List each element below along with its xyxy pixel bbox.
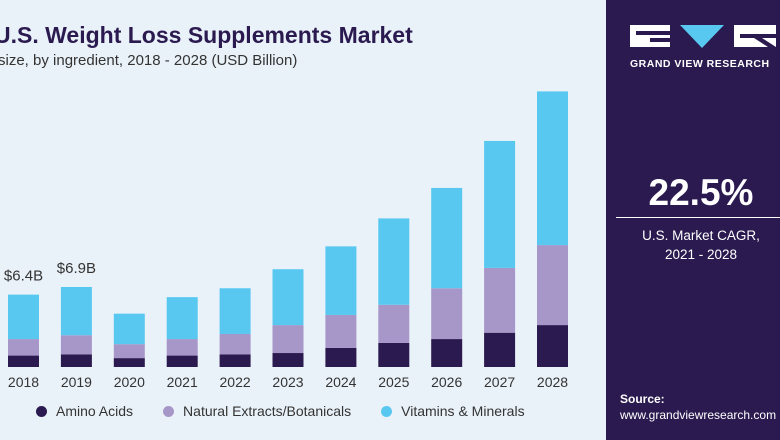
bar-2028-vitamins-minerals	[537, 91, 568, 246]
bar-2027-amino-acids	[484, 332, 516, 367]
legend-swatch	[381, 405, 393, 417]
legend-item-amino-acids: Amino Acids	[36, 403, 133, 419]
bar-2018-amino-acids	[8, 355, 39, 367]
legend-swatch	[36, 405, 47, 417]
cagr-divider	[616, 217, 780, 218]
legend-swatch	[163, 405, 175, 417]
bar-2025-amino-acids	[378, 342, 410, 367]
bar-2024-natural-extracts-botanicals	[325, 314, 357, 348]
x-tick-label-2020: 2020	[114, 374, 145, 390]
x-tick-label-2026: 2026	[431, 374, 462, 390]
x-tick-label-2024: 2024	[325, 374, 356, 390]
x-tick-label-2028: 2028	[537, 374, 568, 390]
chart-title: U.S. Weight Loss Supplements Market	[0, 22, 413, 48]
bar-2025-vitamins-minerals	[378, 218, 410, 305]
bar-2022-vitamins-minerals	[219, 288, 251, 334]
bar-2021-vitamins-minerals	[166, 297, 198, 340]
x-tick-label-2023: 2023	[272, 374, 303, 390]
legend-item-vitamins-minerals: Vitamins & Minerals	[381, 403, 525, 419]
bar-2026-natural-extracts-botanicals	[431, 288, 463, 340]
brand-name: GRAND VIEW RESEARCH	[630, 58, 770, 70]
bar-2026-vitamins-minerals	[431, 187, 463, 289]
bar-2022-amino-acids	[219, 354, 251, 367]
cagr-label-line1: U.S. Market CAGR,	[642, 228, 760, 243]
bar-2023-vitamins-minerals	[272, 269, 304, 326]
bar-2024-amino-acids	[325, 347, 357, 367]
x-tick-label-2021: 2021	[167, 374, 198, 390]
bar-2027-natural-extracts-botanicals	[484, 267, 516, 333]
bar-2021-amino-acids	[166, 355, 198, 367]
bar-2019-vitamins-minerals	[60, 286, 92, 336]
bar-2023-amino-acids	[272, 353, 304, 367]
legend-label: Amino Acids	[56, 403, 134, 419]
legend-label: Vitamins & Minerals	[401, 403, 525, 419]
data-label-2019: $6.9B	[57, 260, 96, 277]
bar-2020-vitamins-minerals	[113, 313, 145, 345]
bar-2019-natural-extracts-botanicals	[60, 335, 92, 355]
bar-2025-natural-extracts-botanicals	[378, 304, 410, 343]
source-url[interactable]: www.grandviewresearch.com	[620, 408, 777, 422]
bar-2023-natural-extracts-botanicals	[272, 325, 304, 354]
side-panel: GRAND VIEW RESEARCH 22.5% U.S. Market CA…	[606, 0, 780, 440]
legend-item-natural-extracts-botanicals: Natural Extracts/Botanicals	[163, 403, 351, 419]
bar-2018-vitamins-minerals	[8, 294, 39, 340]
x-tick-label-2027: 2027	[484, 374, 515, 390]
chart-area: U.S. Weight Loss Supplements Market size…	[0, 0, 606, 440]
bar-2028-amino-acids	[537, 325, 568, 367]
chart-legend: Amino Acids Natural Extracts/Botanicals Vi…	[36, 403, 555, 419]
legend-label: Natural Extracts/Botanicals	[183, 403, 352, 419]
bar-2020-amino-acids	[113, 358, 145, 367]
bar-2024-vitamins-minerals	[325, 246, 357, 315]
grand-view-research-logo	[630, 25, 776, 48]
x-tick-label-2018: 2018	[8, 374, 39, 390]
chart-subtitle: size, by ingredient, 2018 - 2028 (USD Bi…	[0, 52, 298, 69]
bar-2028-natural-extracts-botanicals	[537, 245, 568, 326]
bar-chart: 2018 2019 2020 2021 2022 2023 2024 2025 2026 2027…	[4, 91, 568, 390]
bar-2027-vitamins-minerals	[484, 140, 516, 268]
x-tick-label-2019: 2019	[61, 374, 92, 390]
cagr-value: 22.5%	[648, 172, 754, 213]
source-label: Source:	[620, 392, 665, 406]
bar-2018-natural-extracts-botanicals	[8, 339, 39, 356]
bar-2021-natural-extracts-botanicals	[166, 339, 198, 356]
bar-2026-amino-acids	[431, 339, 463, 367]
x-tick-label-2025: 2025	[378, 374, 409, 390]
x-tick-label-2022: 2022	[220, 374, 251, 390]
data-label-2018: $6.4B	[4, 268, 43, 285]
bar-2020-natural-extracts-botanicals	[113, 344, 145, 359]
cagr-label-line2: 2021 - 2028	[664, 247, 738, 262]
cagr-label: U.S. Market CAGR, 2021 - 2028	[606, 226, 780, 264]
bar-2022-natural-extracts-botanicals	[219, 333, 251, 355]
bar-2019-amino-acids	[60, 354, 92, 367]
